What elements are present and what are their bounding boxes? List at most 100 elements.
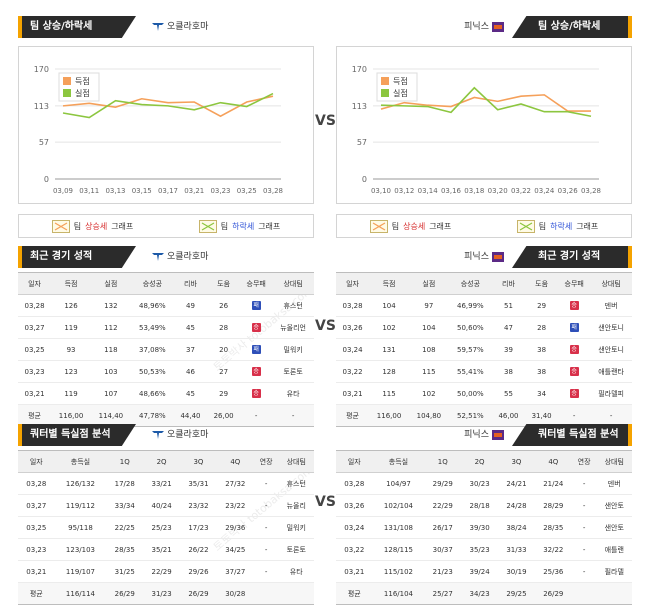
table-cell: 51 bbox=[491, 294, 526, 317]
trend-panel-team-a: 팀 상승/하락세 오클라호마 0 57 113 170 03,09 03,11 03,13 0… bbox=[18, 16, 314, 238]
x-tick-label: 03,11 bbox=[79, 187, 99, 195]
table-cell: 03,21 bbox=[18, 382, 52, 405]
average-cell: 46,00 bbox=[491, 404, 526, 427]
table-cell: 21/24 bbox=[534, 472, 572, 495]
legend-up-post: 그래프 bbox=[111, 221, 134, 231]
table-cell: 28 bbox=[207, 316, 241, 339]
table-row: 03,26 102/104 22/29 28/18 24/28 28/29- 샌안토 bbox=[336, 494, 632, 517]
table-cell: 37 bbox=[173, 338, 208, 361]
table-header-row: 일자 득점 실점 승성공 리바 도움 승무패 상대팀 bbox=[18, 272, 314, 295]
legend-label: 득점 bbox=[75, 76, 90, 86]
legend-down: 팀 하락세 그래프 bbox=[516, 219, 598, 233]
table-cell: 29/26 bbox=[180, 560, 217, 583]
table-cell: 17/23 bbox=[180, 516, 217, 539]
table-cell: 47 bbox=[491, 316, 526, 339]
table-cell: 뉴올리언 bbox=[272, 316, 314, 339]
quarter-tab-title: 쿼터별 득실점 분석 bbox=[512, 424, 632, 446]
table-cell: 104/97 bbox=[372, 472, 425, 495]
result-badge: 패 bbox=[569, 323, 579, 332]
table-row: 03,24 131/108 26/17 39/30 38/24 28/35- 샌안토 bbox=[336, 516, 632, 539]
result-badge: 승 bbox=[569, 389, 579, 398]
legend-up-post: 그래프 bbox=[429, 221, 452, 231]
trend-tab-title: 팀 상승/하락세 bbox=[512, 16, 632, 38]
team-a-name: 오클라호마 bbox=[167, 22, 209, 32]
column-header: 실점 bbox=[90, 272, 131, 295]
table-cell: 115 bbox=[408, 360, 449, 383]
table-row: 03,28 104 97 46,99% 51 29 승 덴버 bbox=[336, 294, 632, 317]
down-trend-icon bbox=[516, 219, 535, 233]
table-cell: 33/34 bbox=[106, 494, 144, 517]
table-cell: - bbox=[253, 538, 279, 561]
recent-table-team-b: 일자 득점 실점 승성공 리바 도움 승무패 상대팀 03,28 104 97 46,99% 51 29 승… bbox=[336, 272, 632, 427]
recent-tab-title: 최근 경기 성적 bbox=[18, 246, 136, 268]
table-cell: 123/103 bbox=[54, 538, 107, 561]
table-cell: 03,23 bbox=[18, 538, 55, 561]
table-cell: 밀워키 bbox=[272, 338, 314, 361]
table-cell: 48,66% bbox=[130, 382, 174, 405]
x-tick-label: 03,28 bbox=[581, 187, 601, 195]
table-cell: 03,21 bbox=[336, 382, 370, 405]
column-header: 상대팀 bbox=[590, 272, 632, 295]
result-badge: 승 bbox=[251, 367, 261, 376]
average-cell: 26/29 bbox=[534, 582, 572, 605]
team-a-name: 오클라호마 bbox=[167, 252, 209, 262]
quarter-tab-title: 쿼터별 득실점 분석 bbox=[18, 424, 136, 446]
column-header: 연장 bbox=[571, 450, 597, 473]
table-cell: 119 bbox=[51, 316, 91, 339]
average-cell: 25/27 bbox=[424, 582, 462, 605]
table-cell: 119/112 bbox=[54, 494, 107, 517]
table-cell: 승 bbox=[558, 338, 591, 361]
table-cell: 26/17 bbox=[424, 516, 462, 539]
y-tick-label: 0 bbox=[362, 175, 367, 184]
team-b-name: 피닉스 bbox=[464, 252, 489, 262]
table-cell: 승 bbox=[240, 316, 273, 339]
legend-down-pre: 팀 bbox=[538, 221, 547, 231]
x-tick-label: 03,23 bbox=[210, 187, 230, 195]
vs-label: VS bbox=[315, 318, 336, 334]
trend-chart-svg: 0 57 113 170 03,09 03,11 03,13 03,15 03,17 03,21 0… bbox=[34, 65, 283, 195]
table-row: 03,28 104/97 29/29 30/23 24/21 21/24- 덴버 bbox=[336, 472, 632, 495]
column-header: 일자 bbox=[18, 272, 52, 295]
table-header-row: 일자 총득실 1Q 2Q 3Q 4Q 연장 상대팀 bbox=[18, 450, 314, 473]
table-cell: 53,49% bbox=[130, 316, 174, 339]
series-line-allowed bbox=[62, 92, 274, 119]
table-cell: 126 bbox=[51, 294, 91, 317]
legend-down-post: 그래프 bbox=[258, 221, 281, 231]
x-tick-label: 03,10 bbox=[371, 187, 391, 195]
table-cell: 38 bbox=[491, 360, 526, 383]
average-cell bbox=[596, 582, 632, 605]
table-cell: 03,24 bbox=[336, 338, 370, 361]
table-row: 03,28 126/132 17/28 33/21 35/31 27/32- 휴스턴 bbox=[18, 472, 314, 495]
table-cell: 45 bbox=[173, 382, 208, 405]
table-cell: 93 bbox=[51, 338, 91, 361]
quarter-header: 쿼터별 득실점 분석 오클라호마 bbox=[18, 424, 314, 446]
x-tick-label: 03,12 bbox=[394, 187, 414, 195]
table-cell: 49 bbox=[173, 294, 208, 317]
average-cell: 44,40 bbox=[173, 404, 208, 427]
table-cell: 유타 bbox=[272, 382, 314, 405]
y-tick-label: 57 bbox=[357, 138, 367, 147]
table-cell: - bbox=[253, 560, 279, 583]
column-header: 2Q bbox=[143, 450, 181, 473]
table-cell: 패 bbox=[240, 338, 273, 361]
recent-panel-team-a: 최근 경기 성적 오클라호마 일자 득점 실점 승성공 리바 도움 승무패 상대팀 03,28 1… bbox=[18, 246, 314, 427]
column-header: 4Q bbox=[534, 450, 572, 473]
legend-up-pre: 팀 bbox=[391, 221, 400, 231]
table-cell: 03,28 bbox=[18, 294, 52, 317]
average-row: 평균 116,00 104,80 52,51% 46,00 31,40- - bbox=[336, 404, 632, 427]
average-row: 평균 116/104 25/27 34/23 29/25 26/29 bbox=[336, 582, 632, 605]
table-row: 03,22 128 115 55,41% 38 38 승 애틀랜타 bbox=[336, 360, 632, 383]
table-cell: 30/37 bbox=[424, 538, 462, 561]
trend-panel-team-b: 팀 상승/하락세 피닉스 0 57 113 170 03,10 03,12 03,14 03,… bbox=[336, 16, 632, 238]
column-header: 1Q bbox=[424, 450, 462, 473]
table-cell: 55 bbox=[491, 382, 526, 405]
table-cell: 03,22 bbox=[336, 360, 370, 383]
table-cell: 108 bbox=[408, 338, 449, 361]
table-cell: 필라델피 bbox=[590, 382, 632, 405]
quarter-header: 쿼터별 득실점 분석 피닉스 bbox=[336, 424, 632, 446]
recent-panel-team-b: 최근 경기 성적 피닉스 일자 득점 실점 승성공 리바 도움 승무패 상대팀 03,28 104… bbox=[336, 246, 632, 427]
legend-down: 팀 하락세 그래프 bbox=[198, 219, 281, 233]
trend-chart-team-a: 0 57 113 170 03,09 03,11 03,13 03,15 03,17 03,21 0… bbox=[18, 46, 314, 204]
x-tick-label: 03,15 bbox=[132, 187, 152, 195]
